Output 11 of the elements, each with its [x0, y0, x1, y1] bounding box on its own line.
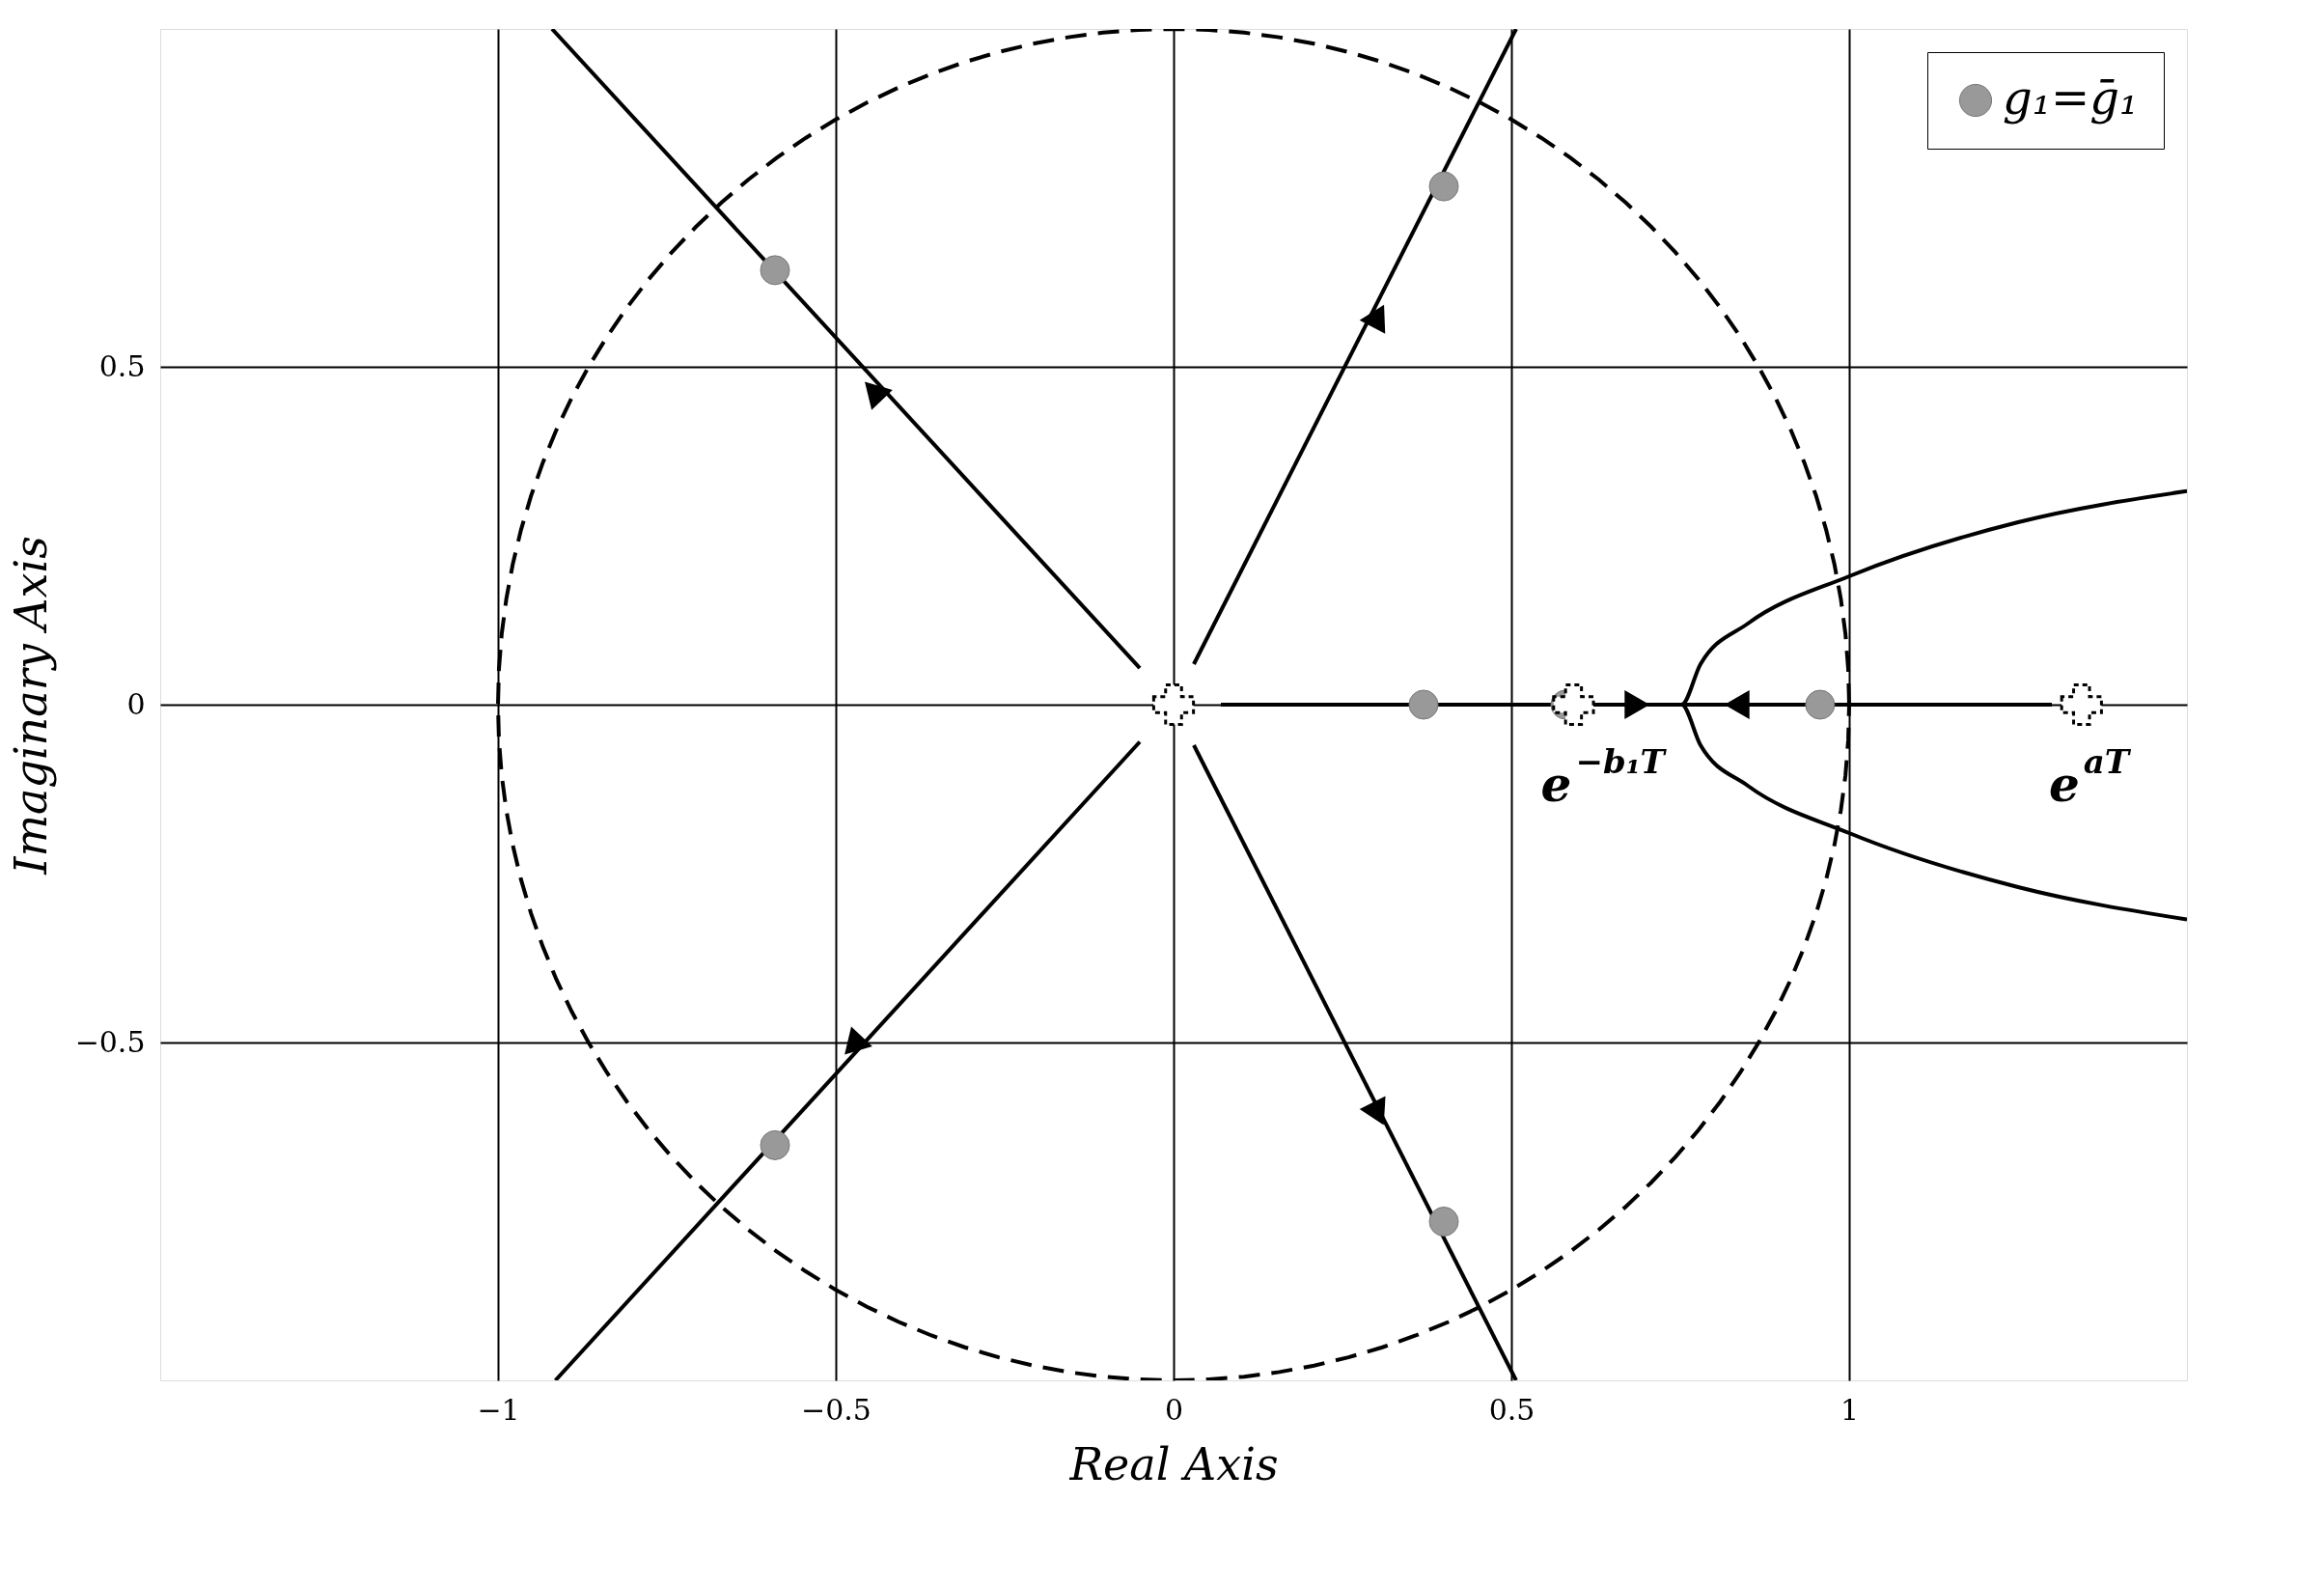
y-tick-label: 0	[126, 686, 146, 721]
x-tick-label: 0.5	[1488, 1392, 1536, 1427]
y-axis-title: Imaginary Axis	[4, 536, 57, 876]
x-tick-label: 1	[1840, 1392, 1860, 1427]
x-tick-label: −0.5	[801, 1392, 872, 1427]
y-tick-label: 0.5	[98, 348, 146, 383]
x-tick-label: −1	[477, 1392, 520, 1427]
x-axis-title: Real Axis	[1068, 1437, 1279, 1490]
x-tick-label: 0	[1164, 1392, 1184, 1427]
y-tick-label: −0.5	[74, 1024, 146, 1059]
legend-label: g₁=ḡ₁	[2003, 70, 2139, 125]
